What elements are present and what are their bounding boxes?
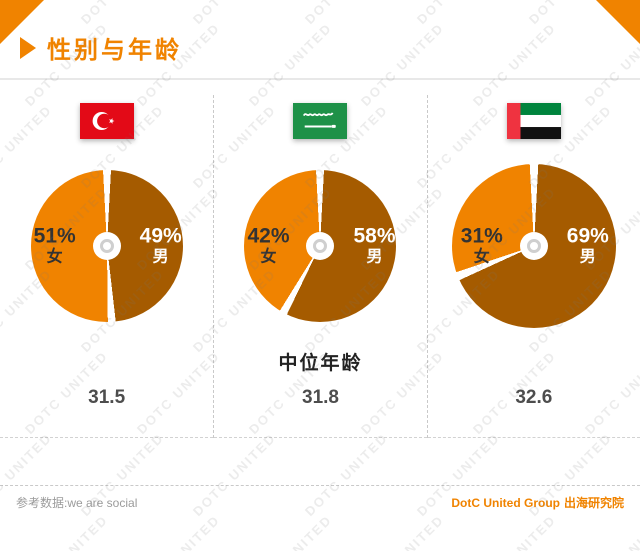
gender-pie-saudi-arabia: 42% 女 58% 男 [235,161,405,331]
pie-center [519,232,548,260]
column-underline [0,437,214,438]
turkey-flag-icon [79,103,134,139]
data-source-note: 参考数据:we are social [16,496,138,510]
watermark-text: DOTC UNITED [22,512,111,551]
median-age-value: 31.8 [302,387,339,408]
page-title: 性别与年龄 [47,37,182,64]
brand-name: DotC United Group [451,496,560,510]
pie-center [92,232,121,260]
brand-credit: DotC United Group 出海研究院 [451,494,624,511]
country-column-turkey: 51% 女 49% 男 31.5 [0,95,214,438]
gender-pie-turkey: 51% 女 49% 男 [22,161,192,331]
median-age-value: 32.6 [515,387,553,408]
watermark-text: DOTC UNITED [470,512,559,551]
watermark-text: DOTC UNITED [134,512,223,551]
watermark-text: DOTC UNITED [582,512,640,551]
country-column-saudi-arabia: 42% 女 58% 男 中位年龄 31.8 [213,95,427,438]
female-share-label: 42% 女 [247,224,290,266]
header-divider [0,78,640,80]
watermark-text: DOTC UNITED [190,0,279,27]
country-column-uae: 31% 女 69% 男 32.6 [426,95,640,438]
uae-flag-icon [506,103,561,139]
watermark-text: DOTC UNITED [414,0,503,27]
median-age-caption: 中位年龄 [278,352,363,374]
watermark-text: DOTC UNITED [246,512,335,551]
pie-center [306,232,335,260]
footer: 参考数据:we are social DotC United Group 出海研究… [0,485,640,511]
columns: 51% 女 49% 男 31.5 [0,95,640,438]
corner-triangle-right [596,0,640,44]
male-share-label: 58% 男 [353,224,396,266]
female-share-label: 51% 女 [33,224,76,266]
male-share-label: 69% 男 [566,224,609,266]
column-underline [427,437,640,438]
brand-suffix: 出海研究院 [563,496,624,510]
male-share-label: 49% 男 [139,224,182,266]
watermark-text: DOTC UNITED [302,0,391,27]
header: 性别与年龄 [20,30,182,65]
gender-pie-uae: 31% 女 69% 男 [449,161,619,331]
column-underline [214,437,427,438]
female-share-label: 31% 女 [460,224,503,266]
watermark-text: DOTC UNITED [358,512,447,551]
watermark-text: DOTC UNITED [78,0,167,27]
corner-triangle-left [0,0,44,44]
median-age-value: 31.5 [88,387,126,408]
saudi-arabia-flag-icon [293,103,348,139]
